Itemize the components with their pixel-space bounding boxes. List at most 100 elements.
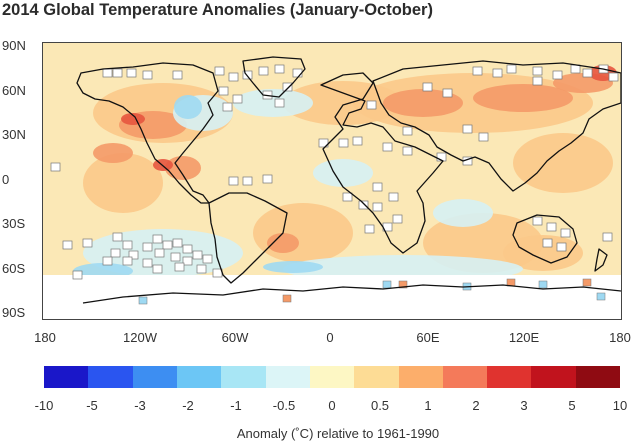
- hot-anomaly-patch: [267, 233, 299, 253]
- missing-data-cell: [212, 268, 223, 278]
- coastlines: [76, 56, 621, 304]
- missing-data-cell: [102, 256, 113, 266]
- color-scale-swatch: [531, 366, 576, 388]
- color-scale-tick-label: 2: [472, 398, 480, 413]
- missing-data-cell: [192, 250, 203, 260]
- missing-data-cell: [560, 228, 571, 238]
- missing-data-cell: [506, 64, 517, 74]
- color-scale-tick-label: 0.5: [370, 398, 390, 413]
- missing-data-cell: [274, 98, 285, 108]
- missing-data-cell: [182, 256, 193, 266]
- color-scale-swatch: [354, 366, 399, 388]
- warm-anomaly-patch: [253, 203, 353, 263]
- anomaly-map-svg: [43, 43, 621, 319]
- color-scale-tick-label: -5: [86, 398, 98, 413]
- missing-data-cell: [392, 214, 403, 224]
- missing-data-cell: [154, 248, 165, 258]
- color-scale-tick-label: 3: [520, 398, 528, 413]
- missing-data-cell: [50, 162, 61, 172]
- missing-data-cell: [172, 70, 183, 80]
- color-scale-caption: Anomaly (˚C) relative to 1961-1990: [236, 426, 440, 441]
- station-cell: [582, 278, 592, 287]
- missing-data-cell: [402, 146, 413, 156]
- color-scale-swatch: [132, 366, 177, 388]
- cool-anomaly-patch: [233, 89, 313, 117]
- missing-data-cell: [364, 224, 375, 234]
- missing-data-cells: [50, 64, 619, 305]
- greenland-coast: [242, 56, 306, 98]
- anomaly-map: [42, 42, 622, 320]
- cool-anomaly-patch: [433, 199, 493, 227]
- missing-data-cell: [174, 262, 185, 272]
- cold-anomaly-patch: [174, 95, 202, 119]
- color-scale-tick-label: -10: [34, 398, 54, 413]
- longitude-label-60w: 60W: [221, 330, 249, 345]
- north-america-coast: [76, 62, 219, 204]
- missing-data-cell: [222, 102, 233, 112]
- australia-coast: [512, 214, 578, 264]
- missing-data-cell: [152, 264, 163, 274]
- missing-data-cell: [112, 68, 123, 78]
- station-cell: [596, 292, 606, 301]
- missing-data-cell: [532, 66, 543, 76]
- missing-data-cell: [582, 68, 593, 78]
- color-scale-tick-label: -0.5: [272, 398, 296, 413]
- missing-data-cell: [532, 216, 543, 226]
- station-cell: [282, 294, 292, 303]
- longitude-label-120e: 120E: [508, 330, 540, 345]
- missing-data-cell: [422, 82, 433, 92]
- missing-data-cell: [358, 200, 369, 210]
- missing-data-cell: [62, 240, 73, 250]
- missing-data-cell: [122, 240, 133, 250]
- missing-data-cell: [472, 66, 483, 76]
- cold-anomaly-patch: [263, 261, 323, 273]
- missing-data-cell: [262, 174, 273, 184]
- missing-data-cell: [492, 68, 503, 78]
- latitude-label-0: 0: [2, 172, 10, 187]
- missing-data-cell: [552, 70, 563, 80]
- missing-data-cell: [242, 70, 253, 80]
- missing-data-cell: [282, 82, 293, 92]
- station-cell: [138, 296, 148, 305]
- missing-data-cell: [110, 248, 121, 258]
- missing-data-cell: [202, 254, 213, 264]
- south-america-coast: [208, 192, 288, 284]
- missing-data-cell: [82, 238, 93, 248]
- missing-data-cell: [152, 234, 163, 244]
- missing-data-cell: [274, 64, 285, 74]
- missing-data-cell: [218, 86, 229, 96]
- map-title: 2014 Global Temperature Anomalies (Janua…: [2, 1, 433, 19]
- missing-data-cell: [556, 242, 567, 252]
- missing-data-cell: [388, 192, 399, 202]
- missing-data-cell: [102, 68, 113, 78]
- latitude-label-90n: 90N: [2, 38, 26, 53]
- station-cell: [382, 280, 392, 289]
- missing-data-cell: [242, 176, 253, 186]
- hot-anomaly-patch: [165, 156, 201, 180]
- missing-data-cell: [170, 252, 181, 262]
- missing-data-cell: [172, 238, 183, 248]
- missing-data-cell: [542, 238, 553, 248]
- color-scale-tick-label: 0: [328, 398, 336, 413]
- color-scale-tick-label: -3: [134, 398, 146, 413]
- missing-data-cell: [372, 202, 383, 212]
- color-scale-bar: [44, 366, 621, 388]
- color-scale-swatch: [44, 366, 89, 388]
- missing-data-cell: [532, 76, 543, 86]
- color-scale-swatch: [176, 366, 222, 388]
- missing-data-cell: [142, 70, 153, 80]
- very-hot-anomaly-patch: [153, 159, 173, 171]
- new-zealand-coast: [594, 248, 608, 272]
- color-scale-swatch: [398, 366, 443, 388]
- missing-data-cell: [112, 232, 123, 242]
- missing-data-cell: [546, 222, 557, 232]
- missing-data-cell: [128, 250, 139, 260]
- missing-data-cell: [570, 64, 581, 74]
- antarctica-coast: [82, 284, 621, 304]
- missing-data-cell: [352, 136, 363, 146]
- missing-data-cell: [402, 126, 413, 136]
- very-hot-anomaly-patch: [121, 113, 145, 125]
- missing-data-cell: [382, 142, 393, 152]
- color-scale-swatch: [442, 366, 488, 388]
- missing-data-cell: [608, 72, 619, 82]
